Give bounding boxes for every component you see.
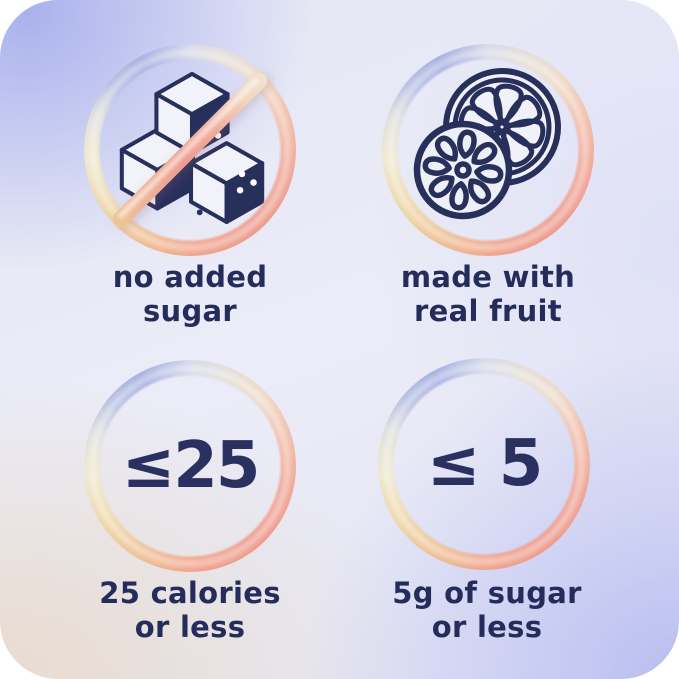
gradient-ring-real-fruit bbox=[382, 44, 594, 256]
label-line: or less bbox=[134, 610, 246, 644]
badge-label-real-fruit: made with real fruit bbox=[338, 260, 638, 328]
label-line: 25 calories bbox=[99, 576, 281, 610]
label-line: no added bbox=[112, 260, 268, 294]
gradient-ring-sugar-grams bbox=[378, 358, 590, 570]
label-line: 5g of sugar bbox=[392, 576, 582, 610]
badge-label-sugar-grams: 5g of sugar or less bbox=[337, 576, 637, 644]
badge-label-calories: 25 calories or less bbox=[40, 576, 340, 644]
label-line: made with bbox=[400, 260, 576, 294]
label-line: real fruit bbox=[414, 294, 562, 328]
badge-label-no-added-sugar: no added sugar bbox=[40, 260, 340, 328]
gradient-ring-calories bbox=[84, 360, 296, 572]
label-line: sugar bbox=[142, 294, 238, 328]
label-line: or less bbox=[431, 610, 543, 644]
